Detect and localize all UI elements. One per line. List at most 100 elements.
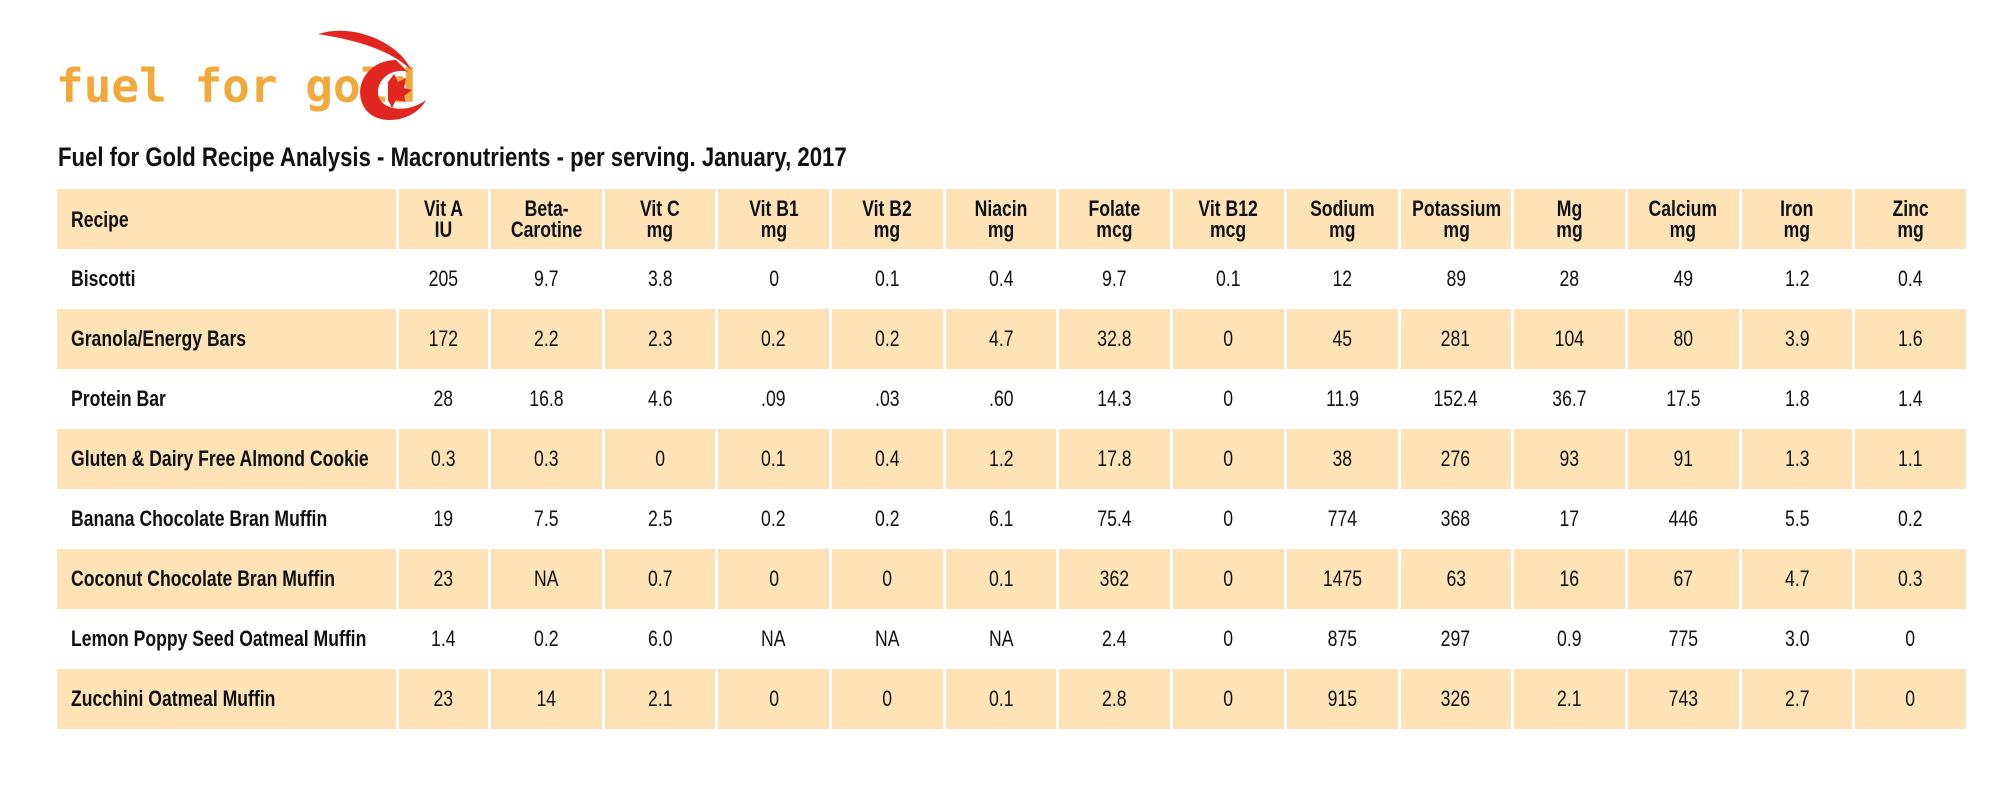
header-line: Vit A: [423, 196, 464, 221]
value-cell: 0.2: [715, 309, 833, 369]
value-cell: 28: [396, 369, 491, 429]
header-line: mg: [760, 217, 787, 242]
cell-text: 0: [1223, 326, 1234, 351]
cell-text: 0: [1223, 506, 1234, 531]
header-line: Iron: [1780, 196, 1814, 221]
cell-text: 1.3: [1784, 446, 1810, 471]
header-cell: Vit A IU: [396, 189, 491, 249]
cell-text: 0.4: [875, 446, 900, 471]
value-cell: .03: [829, 369, 946, 429]
header-line: IU: [434, 217, 453, 242]
header-line: Calcium: [1648, 196, 1718, 221]
cell-text: 0: [882, 686, 893, 711]
value-cell: 0: [1170, 549, 1287, 609]
value-cell: 1475: [1283, 549, 1401, 609]
cell-text: 2.3: [647, 326, 673, 351]
cell-text: 67: [1673, 566, 1694, 591]
value-cell: 297: [1397, 609, 1515, 669]
cell-text: 1.4: [431, 626, 456, 651]
value-cell: 17.8: [1056, 429, 1174, 489]
cell-text: 2.8: [1102, 686, 1128, 711]
cell-text: 0.4: [1898, 266, 1923, 291]
value-cell: 75.4: [1056, 489, 1174, 549]
cell-text: 1.4: [1898, 386, 1923, 411]
logo: fuel for gold: [56, 30, 426, 121]
value-cell: 104: [1511, 309, 1628, 369]
cell-text: 11.9: [1325, 386, 1359, 411]
cell-text: 2.1: [1557, 686, 1582, 711]
cell-text: 326: [1441, 686, 1471, 711]
header-line: mg: [1897, 217, 1924, 242]
value-cell: .09: [715, 369, 833, 429]
cell-text: 0.3: [431, 446, 456, 471]
cell-text: 17.8: [1097, 446, 1132, 471]
cell-text: 0: [882, 566, 893, 591]
value-cell: NA: [942, 609, 1060, 669]
recipe-name: Granola/Energy Bars: [54, 309, 399, 369]
cell-text: 0: [1223, 446, 1234, 471]
value-cell: 9.7: [1056, 249, 1174, 309]
cell-text: 14.3: [1097, 386, 1132, 411]
value-cell: 0.2: [1852, 489, 1969, 549]
value-cell: 0.3: [1852, 549, 1969, 609]
value-cell: 276: [1397, 429, 1515, 489]
value-cell: 45: [1283, 309, 1401, 369]
cell-text: 0.1: [875, 266, 900, 291]
value-cell: .60: [942, 369, 1060, 429]
recipe-name: Protein Bar: [54, 369, 399, 429]
table-row: Protein Bar 28 16.8 4.6 .09 .03 .60 14.3 0 11.9 15…: [54, 369, 1969, 429]
value-cell: 12: [1283, 249, 1401, 309]
cell-text: 4.6: [647, 386, 673, 411]
cell-text: 0: [1905, 686, 1916, 711]
value-cell: 4.7: [942, 309, 1060, 369]
value-cell: 14: [488, 669, 605, 729]
value-cell: 0: [1170, 369, 1287, 429]
cell-text: 38: [1332, 446, 1352, 471]
header-cell: Vit B2 mg: [829, 189, 946, 249]
value-cell: 1.2: [1738, 249, 1856, 309]
header-text: Recipe: [71, 206, 129, 232]
header-cell: Recipe: [54, 189, 399, 249]
recipe-name: Gluten & Dairy Free Almond Cookie: [54, 429, 399, 489]
value-cell: 915: [1283, 669, 1401, 729]
value-cell: 0.3: [488, 429, 605, 489]
cell-text: 0: [768, 566, 779, 591]
cell-text: 362: [1100, 566, 1130, 591]
table-row: Zucchini Oatmeal Muffin 23 14 2.1 0 0 0.1 2.8 0 9…: [54, 669, 1969, 729]
header-line: Mg: [1556, 196, 1583, 221]
value-cell: NA: [715, 609, 833, 669]
value-cell: 0.9: [1511, 609, 1628, 669]
value-cell: 2.2: [488, 309, 605, 369]
cell-text: 3.8: [647, 266, 673, 291]
value-cell: 1.3: [1738, 429, 1856, 489]
value-cell: 0: [715, 669, 833, 729]
value-cell: 67: [1624, 549, 1742, 609]
value-cell: 17: [1511, 489, 1628, 549]
header-cell: Vit B12 mcg: [1170, 189, 1287, 249]
value-cell: 80: [1624, 309, 1742, 369]
header-text: Vit B1 mg: [749, 198, 799, 242]
cell-text: Protein Bar: [71, 386, 166, 411]
header-cell: Niacin mg: [942, 189, 1060, 249]
header-text: Potassium mg: [1412, 198, 1501, 241]
cell-text: 23: [433, 566, 454, 591]
value-cell: 2.4: [1056, 609, 1174, 669]
header-text: Mg mg: [1556, 196, 1583, 241]
cell-text: 0: [1223, 686, 1234, 711]
cell-text: 281: [1441, 326, 1471, 351]
cell-text: 1.8: [1784, 386, 1810, 411]
header-line: Recipe: [71, 206, 129, 232]
cell-text: 63: [1446, 566, 1466, 591]
cell-text: 0: [768, 686, 779, 711]
table-row: Banana Chocolate Bran Muffin 19 7.5 2.5 0.2 0…: [54, 489, 1969, 549]
header-text: Beta- Carotine: [511, 198, 582, 241]
header-text: Calcium mg: [1648, 196, 1718, 241]
cell-text: 2.2: [534, 326, 559, 351]
value-cell: 23: [396, 549, 491, 609]
value-cell: 11.9: [1283, 369, 1401, 429]
value-cell: 0.1: [942, 549, 1060, 609]
cell-text: 14: [536, 686, 557, 711]
cell-text: 17.5: [1666, 386, 1701, 411]
value-cell: 6.0: [601, 609, 719, 669]
header-cell: Vit B1 mg: [715, 189, 833, 249]
